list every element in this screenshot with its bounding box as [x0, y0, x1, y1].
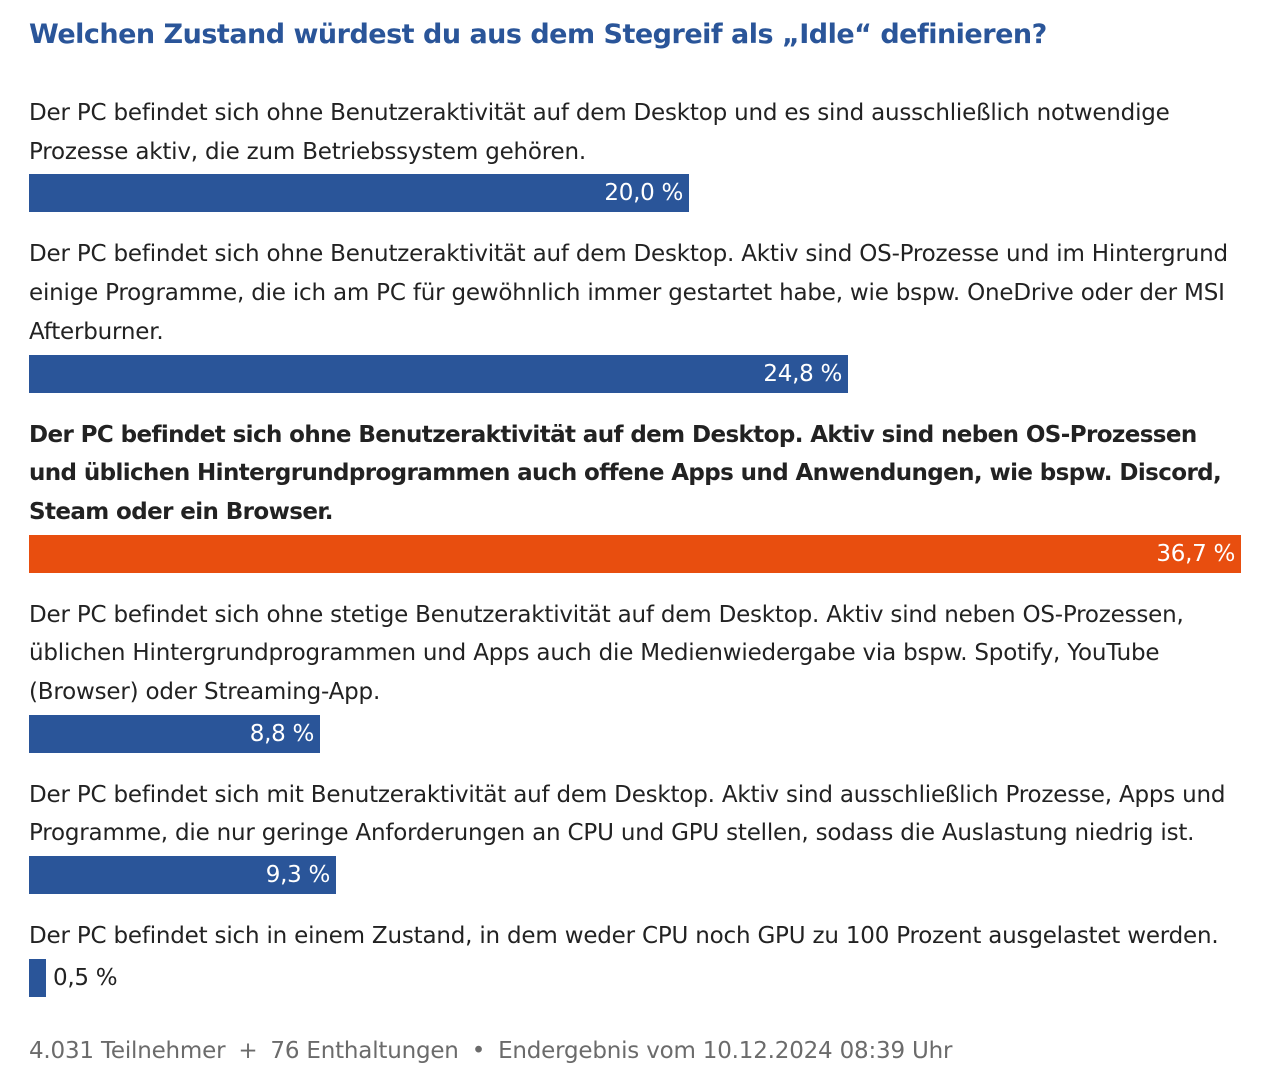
poll-bar-track: 8,8 % — [29, 714, 1241, 753]
participants-count: 4.031 Teilnehmer — [29, 1038, 226, 1064]
poll-bar-value: 24,8 % — [763, 360, 842, 387]
poll-bar — [29, 534, 1241, 573]
poll-option: Der PC befindet sich ohne stetige Benutz… — [29, 596, 1241, 753]
poll: Welchen Zustand würdest du aus dem Stegr… — [29, 0, 1241, 1020]
abstentions-count: 76 Enthaltungen — [270, 1038, 459, 1064]
poll-bar-value: 0,5 % — [53, 964, 118, 991]
poll-bar — [29, 174, 689, 213]
poll-bar — [29, 714, 320, 753]
final-result-timestamp: Endergebnis vom 10.12.2024 08:39 Uhr — [498, 1038, 953, 1064]
poll-bar-track: 9,3 % — [29, 856, 1241, 895]
poll-bar-track: 0,5 % — [29, 958, 1241, 997]
poll-bar — [29, 856, 336, 895]
poll-option-label: Der PC befindet sich ohne stetige Benutz… — [29, 601, 1184, 706]
poll-options: Der PC befindet sich ohne Benutzeraktivi… — [29, 94, 1241, 997]
poll-bar-value: 8,8 % — [249, 720, 315, 747]
poll-bar-value: 9,3 % — [265, 862, 331, 889]
poll-option: Der PC befindet sich ohne Benutzeraktivi… — [29, 94, 1241, 213]
poll-option: Der PC befindet sich ohne Benutzeraktivi… — [29, 416, 1241, 573]
poll-option: Der PC befindet sich in einem Zustand, i… — [29, 917, 1241, 997]
poll-option-label: Der PC befindet sich ohne Benutzeraktivi… — [29, 241, 1228, 345]
poll-option-label: Der PC befindet sich ohne Benutzeraktivi… — [29, 100, 1170, 165]
poll-option-label: Der PC befindet sich in einem Zustand, i… — [29, 923, 1219, 950]
poll-option: Der PC befindet sich mit Benutzeraktivit… — [29, 776, 1241, 895]
poll-bar-value: 20,0 % — [604, 180, 683, 207]
poll-bar — [29, 354, 848, 393]
poll-bar — [29, 958, 46, 997]
footer-separator-dot: • — [471, 1038, 486, 1064]
poll-bar-track: 20,0 % — [29, 174, 1241, 213]
poll-bar-track: 24,8 % — [29, 354, 1241, 393]
poll-option-label: Der PC befindet sich mit Benutzeraktivit… — [29, 781, 1226, 847]
footer-separator-plus: + — [238, 1038, 258, 1064]
poll-title: Welchen Zustand würdest du aus dem Stegr… — [29, 19, 1047, 50]
poll-option: Der PC befindet sich ohne Benutzeraktivi… — [29, 235, 1241, 393]
poll-option-label: Der PC befindet sich ohne Benutzeraktivi… — [29, 421, 1222, 525]
poll-footer: 4.031 Teilnehmer +76 Enthaltungen • Enderge… — [29, 1031, 952, 1071]
poll-bar-track: 36,7 % — [29, 534, 1241, 573]
poll-bar-value: 36,7 % — [1156, 540, 1235, 567]
